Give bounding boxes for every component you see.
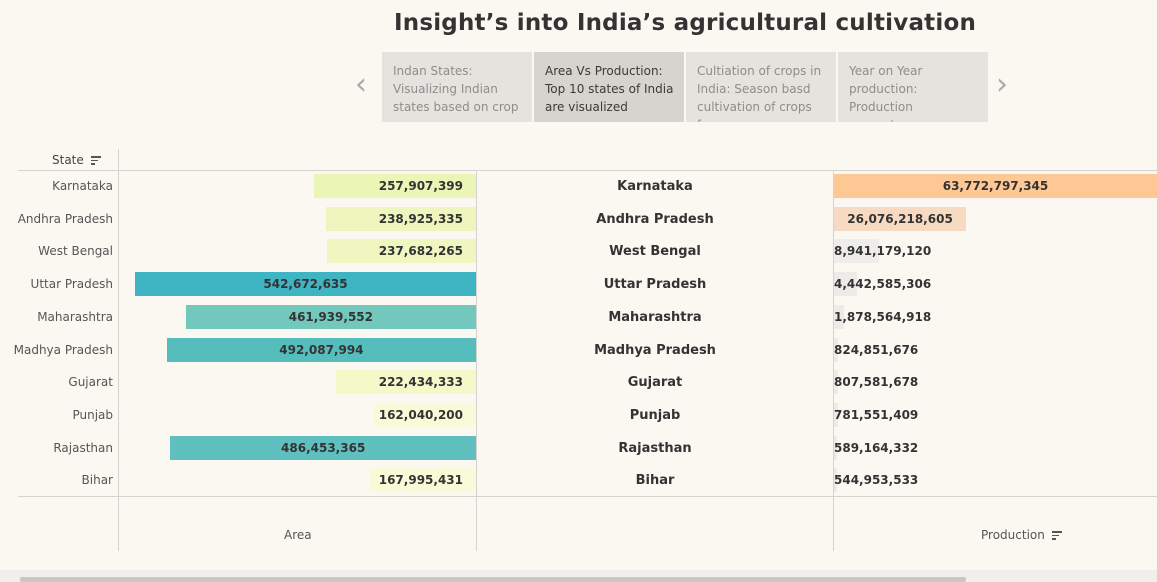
area-bar [185,304,476,329]
production-bar [834,206,967,231]
production-bar-label: 824,851,676 [834,342,919,357]
production-axis-label: Production [981,528,1045,542]
production-bar [834,402,838,427]
area-axis-title: Area [284,528,312,542]
production-bar-label: 4,442,585,306 [834,277,932,292]
story-point-3[interactable]: Cultiation of crops in India: Season bas… [686,52,836,122]
state-row-label: Rajasthan [53,440,113,455]
chevron-left-icon[interactable]: ‹ [355,67,367,102]
production-bar [834,239,880,264]
state-name-label: Bihar [635,473,675,489]
area-bar-label: 237,682,265 [378,244,463,259]
area-bar-label: 238,925,335 [378,211,463,226]
pane-divider-2 [833,170,834,551]
scrollbar-thumb[interactable] [20,577,966,582]
production-bar-label: 63,772,797,345 [942,179,1049,193]
state-row-label: Madhya Pradesh [13,342,113,357]
area-bar [170,435,476,460]
footer-rule [18,496,1157,497]
area-bar-label: 461,939,552 [288,309,373,324]
production-bar-label: 589,164,332 [834,440,919,455]
area-bar-label: 257,907,399 [378,179,463,193]
chevron-right-icon[interactable]: › [996,67,1008,102]
production-bar [834,174,1157,198]
production-bar-label: 544,953,533 [834,473,919,488]
state-row-label: Punjab [72,407,113,422]
state-header-label: State [52,153,84,167]
area-bar-label: 222,434,333 [378,375,463,390]
state-name-label: Maharashtra [608,309,702,325]
area-bar-label: 486,453,365 [281,440,366,455]
production-bar [834,272,857,297]
pane-divider-1 [476,170,477,551]
state-header[interactable]: State [52,153,101,167]
story-point-4[interactable]: Year on Year production: Production perc… [838,52,988,122]
sort-icon[interactable] [1051,531,1062,540]
state-row-label: Maharashtra [37,309,113,324]
state-row-label: Andhra Pradesh [17,211,113,226]
production-bar-label: 26,076,218,605 [847,211,953,226]
area-bar [325,206,476,231]
state-row-label: Karnataka [52,179,113,193]
production-bar [834,304,844,329]
state-name-label: Gujarat [627,375,683,391]
production-bar [834,370,839,395]
production-bar [834,468,837,493]
story-point-1[interactable]: Indan States: Visualizing Indian states … [382,52,532,122]
story-point-2[interactable]: Area Vs Production: Top 10 states of Ind… [534,52,684,122]
area-bar-label: 167,995,431 [378,473,463,488]
sort-icon[interactable] [90,156,101,165]
area-bar-label: 162,040,200 [378,407,463,422]
state-name-label: Andhra Pradesh [596,211,714,227]
state-name-label: Karnataka [617,179,693,194]
dashboard-title: Insight’s into India’s agricultural cult… [393,10,977,36]
production-bar-label: 8,941,179,120 [834,244,932,259]
area-bar-label: 542,672,635 [263,277,348,292]
state-name-label: Rajasthan [618,440,692,456]
area-bar [336,370,476,395]
state-name-label: Madhya Pradesh [594,342,716,358]
production-bar-label: 781,551,409 [834,407,919,422]
area-bar [370,468,476,493]
production-bar-label: 1,878,564,918 [834,309,932,324]
area-bar [166,337,476,362]
row-header-divider [118,149,119,551]
area-bar [135,272,476,297]
state-row-label: Uttar Pradesh [30,277,113,292]
state-name-label: West Bengal [609,244,701,260]
header-rule [18,170,1157,171]
area-bar [326,239,476,264]
production-bar [834,337,839,362]
state-name-label: Uttar Pradesh [603,277,707,293]
state-row-label: West Bengal [38,244,113,259]
area-bar [313,174,476,198]
area-bar [374,402,476,427]
production-bar [834,435,837,460]
area-bar-label: 492,087,994 [279,342,364,357]
state-name-label: Punjab [629,407,681,423]
state-row-label: Bihar [81,473,113,488]
production-bar-label: 807,581,678 [834,375,919,390]
production-axis-title[interactable]: Production [981,528,1062,542]
state-row-label: Gujarat [68,375,113,390]
